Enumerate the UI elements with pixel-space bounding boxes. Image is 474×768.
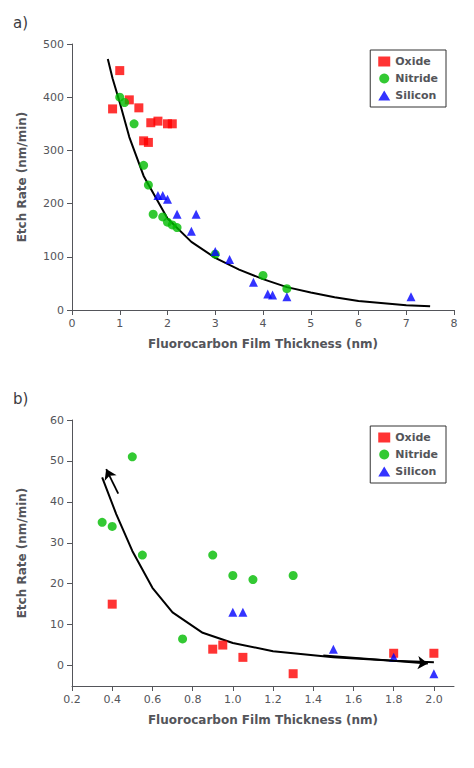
svg-text:Oxide: Oxide (395, 55, 431, 68)
svg-text:Nitride: Nitride (395, 448, 438, 461)
svg-text:5: 5 (307, 317, 314, 330)
svg-text:100: 100 (43, 250, 64, 263)
svg-text:30: 30 (50, 536, 64, 549)
svg-text:10: 10 (50, 618, 64, 631)
svg-text:400: 400 (43, 91, 64, 104)
svg-text:Fluorocarbon Film Thickness (n: Fluorocarbon Film Thickness (nm) (148, 713, 378, 727)
svg-text:a): a) (13, 14, 28, 32)
svg-text:1.6: 1.6 (345, 693, 363, 706)
svg-text:b): b) (13, 390, 28, 408)
svg-text:40: 40 (50, 495, 64, 508)
svg-text:Fluorocarbon Film Thickness (n: Fluorocarbon Film Thickness (nm) (148, 337, 378, 351)
svg-text:2: 2 (164, 317, 171, 330)
svg-text:0.2: 0.2 (63, 693, 81, 706)
svg-text:0.6: 0.6 (144, 693, 162, 706)
svg-text:1.0: 1.0 (224, 693, 242, 706)
svg-text:0.8: 0.8 (184, 693, 202, 706)
svg-text:3: 3 (212, 317, 219, 330)
svg-text:8: 8 (451, 317, 458, 330)
svg-text:1.4: 1.4 (305, 693, 323, 706)
svg-text:1.2: 1.2 (264, 693, 282, 706)
svg-text:7: 7 (403, 317, 410, 330)
svg-text:20: 20 (50, 577, 64, 590)
svg-text:50: 50 (50, 454, 64, 467)
svg-text:Etch Rate (nm/min): Etch Rate (nm/min) (15, 488, 29, 619)
svg-text:Silicon: Silicon (395, 465, 436, 478)
svg-text:60: 60 (50, 414, 64, 427)
svg-text:6: 6 (355, 317, 362, 330)
svg-text:Silicon: Silicon (395, 89, 436, 102)
svg-text:0.4: 0.4 (103, 693, 121, 706)
svg-text:0: 0 (57, 304, 64, 317)
svg-text:Etch Rate (nm/min): Etch Rate (nm/min) (15, 112, 29, 243)
svg-text:200: 200 (43, 197, 64, 210)
svg-text:300: 300 (43, 144, 64, 157)
svg-text:2.0: 2.0 (425, 693, 443, 706)
svg-text:4: 4 (260, 317, 267, 330)
svg-text:500: 500 (43, 38, 64, 51)
svg-text:Oxide: Oxide (395, 431, 431, 444)
svg-text:Nitride: Nitride (395, 72, 438, 85)
svg-text:0: 0 (69, 317, 76, 330)
svg-text:0: 0 (57, 659, 64, 672)
svg-text:1: 1 (116, 317, 123, 330)
svg-text:1.8: 1.8 (385, 693, 403, 706)
